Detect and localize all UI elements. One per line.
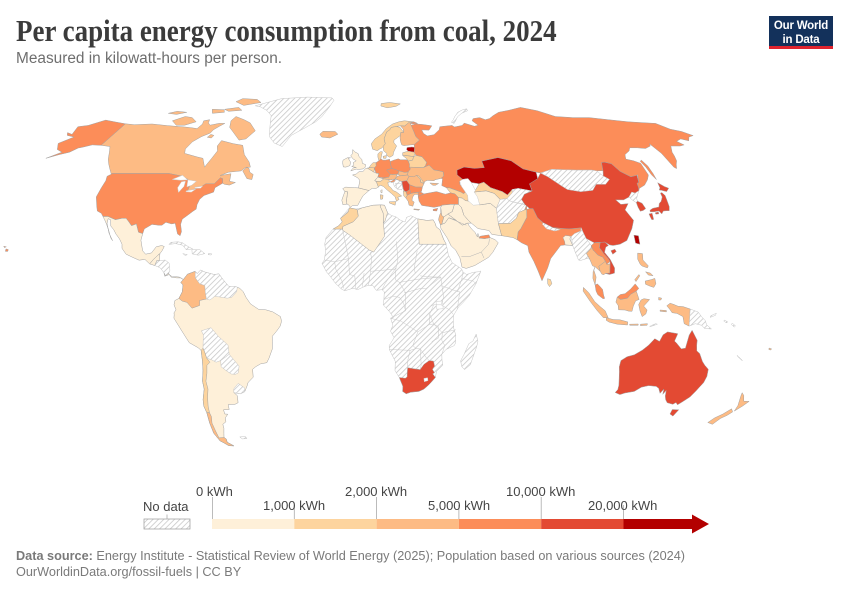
svg-text:5,000 kWh: 5,000 kWh [428,498,490,513]
svg-text:1,000 kWh: 1,000 kWh [263,498,325,513]
svg-text:2,000 kWh: 2,000 kWh [345,484,407,499]
svg-text:20,000 kWh: 20,000 kWh [588,498,657,513]
svg-text:No data: No data [143,499,189,514]
svg-text:0 kWh: 0 kWh [196,484,233,499]
svg-text:10,000 kWh: 10,000 kWh [506,484,575,499]
